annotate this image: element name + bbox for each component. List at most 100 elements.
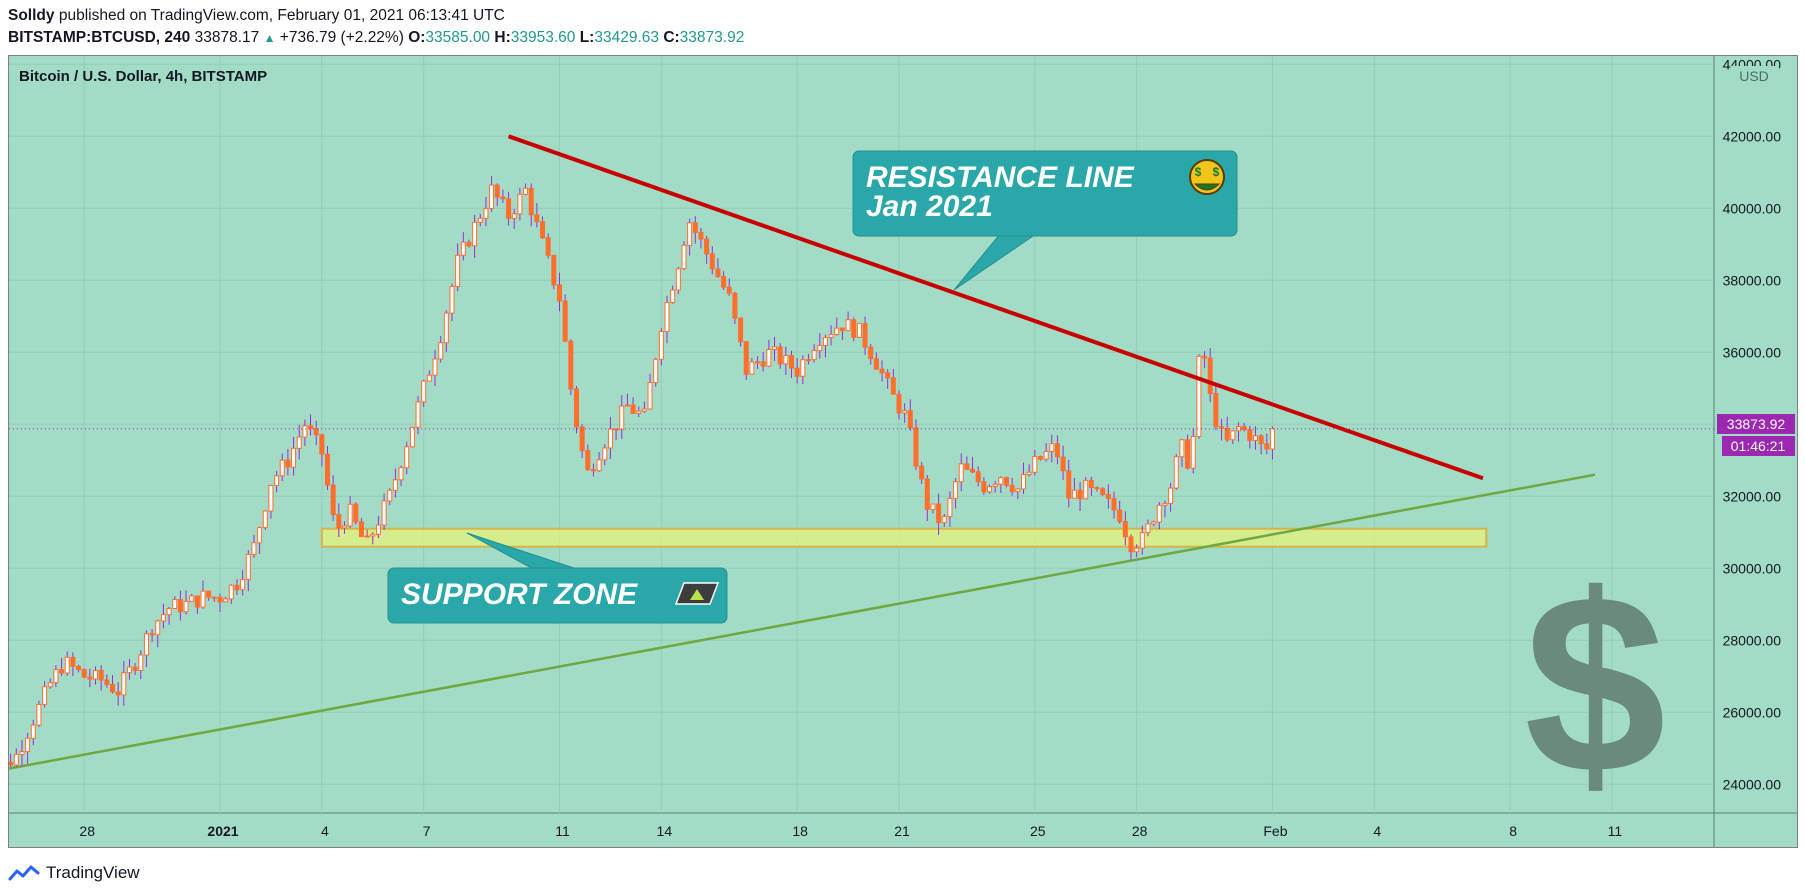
close-value: 33873.92	[679, 29, 745, 46]
time-axis-area[interactable]	[9, 813, 1797, 847]
candle-body	[596, 459, 602, 472]
candle-body	[981, 481, 987, 493]
candle-body	[1185, 439, 1191, 469]
candle-body	[953, 481, 959, 499]
candle-body	[1173, 456, 1179, 489]
candle-body	[1213, 393, 1219, 428]
candle-body	[477, 217, 483, 223]
candle-body	[3, 762, 7, 771]
candle-body	[387, 489, 393, 502]
candle-body	[489, 184, 495, 209]
candle-body	[47, 682, 53, 688]
time-axis-labels: 28 2021 4 7 11 14 18 21 25 28 Feb 4 8 11	[79, 823, 1622, 839]
x-tick-label: Feb	[1263, 823, 1287, 839]
candle-body	[1083, 479, 1089, 500]
candle-body	[534, 214, 540, 223]
candle-body	[822, 337, 828, 346]
candle-body	[845, 319, 851, 332]
candles	[3, 176, 1275, 771]
publish-text: published on TradingView.com, February 0…	[58, 7, 505, 24]
x-tick-label: 7	[423, 823, 431, 839]
y-tick-label: 24000.00	[1723, 776, 1782, 792]
publish-info: Solldy published on TradingView.com, Feb…	[8, 7, 505, 25]
candle-body	[1139, 532, 1145, 549]
price-axis-labels: 24000.00 26000.00 28000.00 30000.00 32000.00…	[1723, 56, 1782, 792]
candle-body	[743, 341, 749, 375]
candle-body	[415, 401, 421, 428]
candle-body	[856, 323, 862, 338]
trend-line[interactable]	[0, 473, 1596, 774]
candle-body	[873, 358, 879, 370]
candle-body	[794, 367, 800, 377]
candle-body	[319, 434, 325, 455]
candle-body	[240, 579, 246, 591]
candle-body	[1111, 497, 1117, 511]
candle-body	[93, 670, 99, 680]
candle-body	[194, 595, 200, 608]
candle-body	[1071, 489, 1077, 499]
candle-body	[1247, 429, 1253, 441]
resistance-line[interactable]	[507, 134, 1484, 481]
candle-body	[375, 524, 381, 535]
open-label: O:	[408, 29, 426, 46]
candle-body	[1145, 523, 1151, 534]
candle-body	[13, 753, 19, 766]
candle-body	[975, 471, 981, 483]
x-tick-label: 28	[1132, 823, 1148, 839]
candle-body	[1252, 435, 1258, 441]
candle-body	[228, 584, 234, 600]
candle-body	[404, 446, 410, 469]
candle-body	[817, 344, 823, 352]
candle-body	[624, 404, 630, 407]
support-zone-rect[interactable]	[320, 527, 1488, 548]
ohlc-info: BITSTAMP:BTCUSD, 240 33878.17 ▲ +736.79 …	[8, 29, 744, 47]
candle-body	[59, 669, 65, 674]
candle-body	[907, 410, 913, 429]
author-name[interactable]: Solldy	[8, 7, 55, 24]
candle-body	[149, 633, 155, 636]
svg-text:$: $	[1524, 542, 1666, 827]
candle-body	[1269, 428, 1275, 450]
x-tick-label: 11	[1608, 823, 1623, 839]
countdown-value: 01:46:21	[1731, 438, 1786, 454]
candle-body	[919, 465, 925, 480]
candle-body	[483, 207, 489, 219]
candle-body	[398, 467, 404, 481]
candle-body	[930, 503, 936, 510]
candle-body	[1151, 521, 1157, 525]
candle-body	[1015, 488, 1021, 493]
candle-body	[834, 327, 840, 335]
tradingview-footer[interactable]: TradingView	[8, 862, 140, 884]
candle-body	[291, 447, 297, 468]
support-callout[interactable]: SUPPORT ZONE	[387, 532, 728, 624]
candle-body	[1077, 489, 1083, 500]
candle-body	[206, 590, 212, 598]
candle-body	[234, 584, 240, 591]
candle-body	[443, 312, 449, 344]
low-label: L:	[579, 29, 595, 46]
candle-body	[460, 241, 466, 256]
candle-body	[766, 349, 772, 367]
candle-body	[347, 503, 353, 527]
candle-body	[647, 382, 653, 410]
candle-body	[715, 268, 721, 278]
candle-body	[1196, 355, 1202, 437]
chart-frame	[8, 55, 1798, 848]
price-tag-value: 33873.92	[1727, 416, 1786, 432]
candle-body	[590, 469, 596, 472]
candle-body	[449, 285, 455, 314]
y-tick-label: 36000.00	[1723, 344, 1782, 360]
resistance-callout[interactable]: RESISTANCE LINE Jan 2021 $ $	[852, 150, 1238, 291]
x-tick-label: 28	[79, 823, 95, 839]
candle-body	[1037, 456, 1043, 460]
high-value: 33953.60	[510, 29, 576, 46]
candle-body	[155, 620, 161, 636]
x-tick-label: 14	[657, 823, 673, 839]
candle-body	[800, 359, 806, 377]
price-axis-area[interactable]	[1714, 56, 1797, 813]
open-value: 33585.00	[425, 29, 491, 46]
candle-body	[805, 359, 811, 362]
low-value: 33429.63	[594, 29, 659, 46]
svg-text:$: $	[1195, 165, 1202, 179]
